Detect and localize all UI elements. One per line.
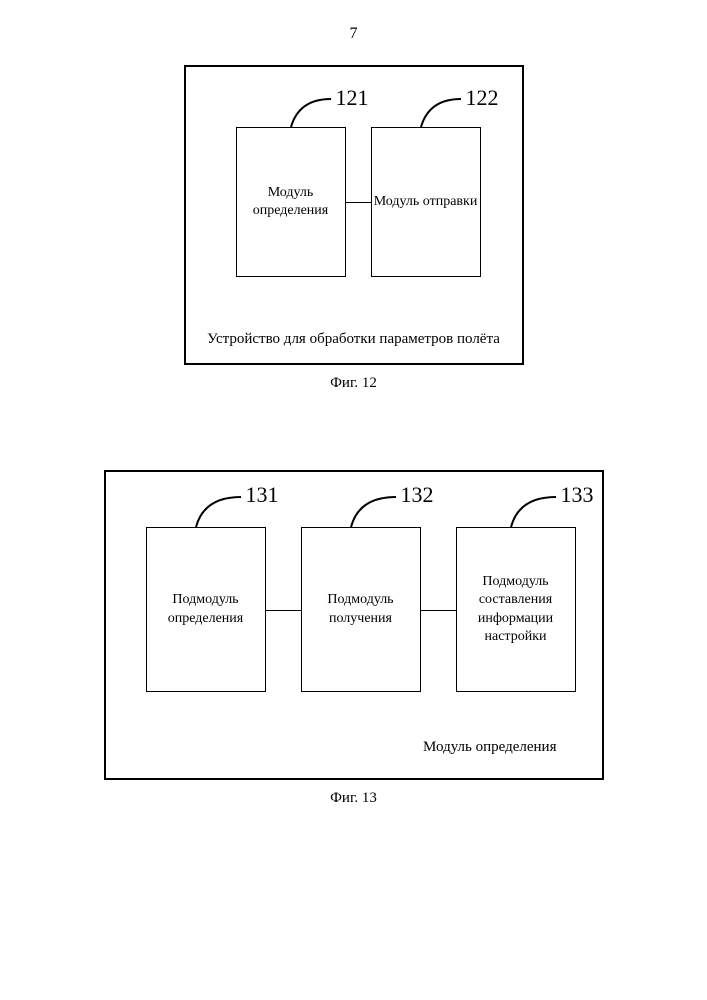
- fig13-block-composing: Подмодуль составления информации настрой…: [456, 527, 576, 692]
- fig13-connector-2: [421, 610, 456, 611]
- fig12-block2-text: Модуль отправки: [374, 193, 478, 211]
- fig13-block1-text: Подмодуль определения: [147, 591, 265, 627]
- fig12-block-sending: Модуль отправки: [371, 127, 481, 277]
- ref-label-132: 132: [401, 482, 434, 508]
- fig12-block1-text: Модуль определения: [237, 184, 345, 220]
- fig13-block2-text: Подмодуль получения: [302, 591, 420, 627]
- fig13-block-determination: Подмодуль определения: [146, 527, 266, 692]
- fig12-caption: Фиг. 12: [184, 375, 524, 392]
- fig12-box-title: Устройство для обработки параметров полё…: [186, 331, 522, 348]
- fig13-box-title: Модуль определения: [423, 739, 556, 756]
- figure-13: 131 132 133 Подмодуль определения Подмод…: [104, 470, 604, 807]
- fig13-outer-box: 131 132 133 Подмодуль определения Подмод…: [104, 470, 604, 780]
- ref-label-133: 133: [561, 482, 594, 508]
- fig13-block3-text: Подмодуль составления информации настрой…: [457, 573, 575, 646]
- fig13-block-receiving: Подмодуль получения: [301, 527, 421, 692]
- figure-12: 121 122 Модуль определения Модуль отправ…: [184, 65, 524, 392]
- page-number: 7: [350, 25, 358, 43]
- ref-label-131: 131: [246, 482, 279, 508]
- fig12-connector: [346, 202, 371, 203]
- fig12-outer-box: 121 122 Модуль определения Модуль отправ…: [184, 65, 524, 365]
- ref-label-121: 121: [336, 85, 369, 111]
- ref-label-122: 122: [466, 85, 499, 111]
- fig12-block-determination: Модуль определения: [236, 127, 346, 277]
- fig13-connector-1: [266, 610, 301, 611]
- fig13-caption: Фиг. 13: [104, 790, 604, 807]
